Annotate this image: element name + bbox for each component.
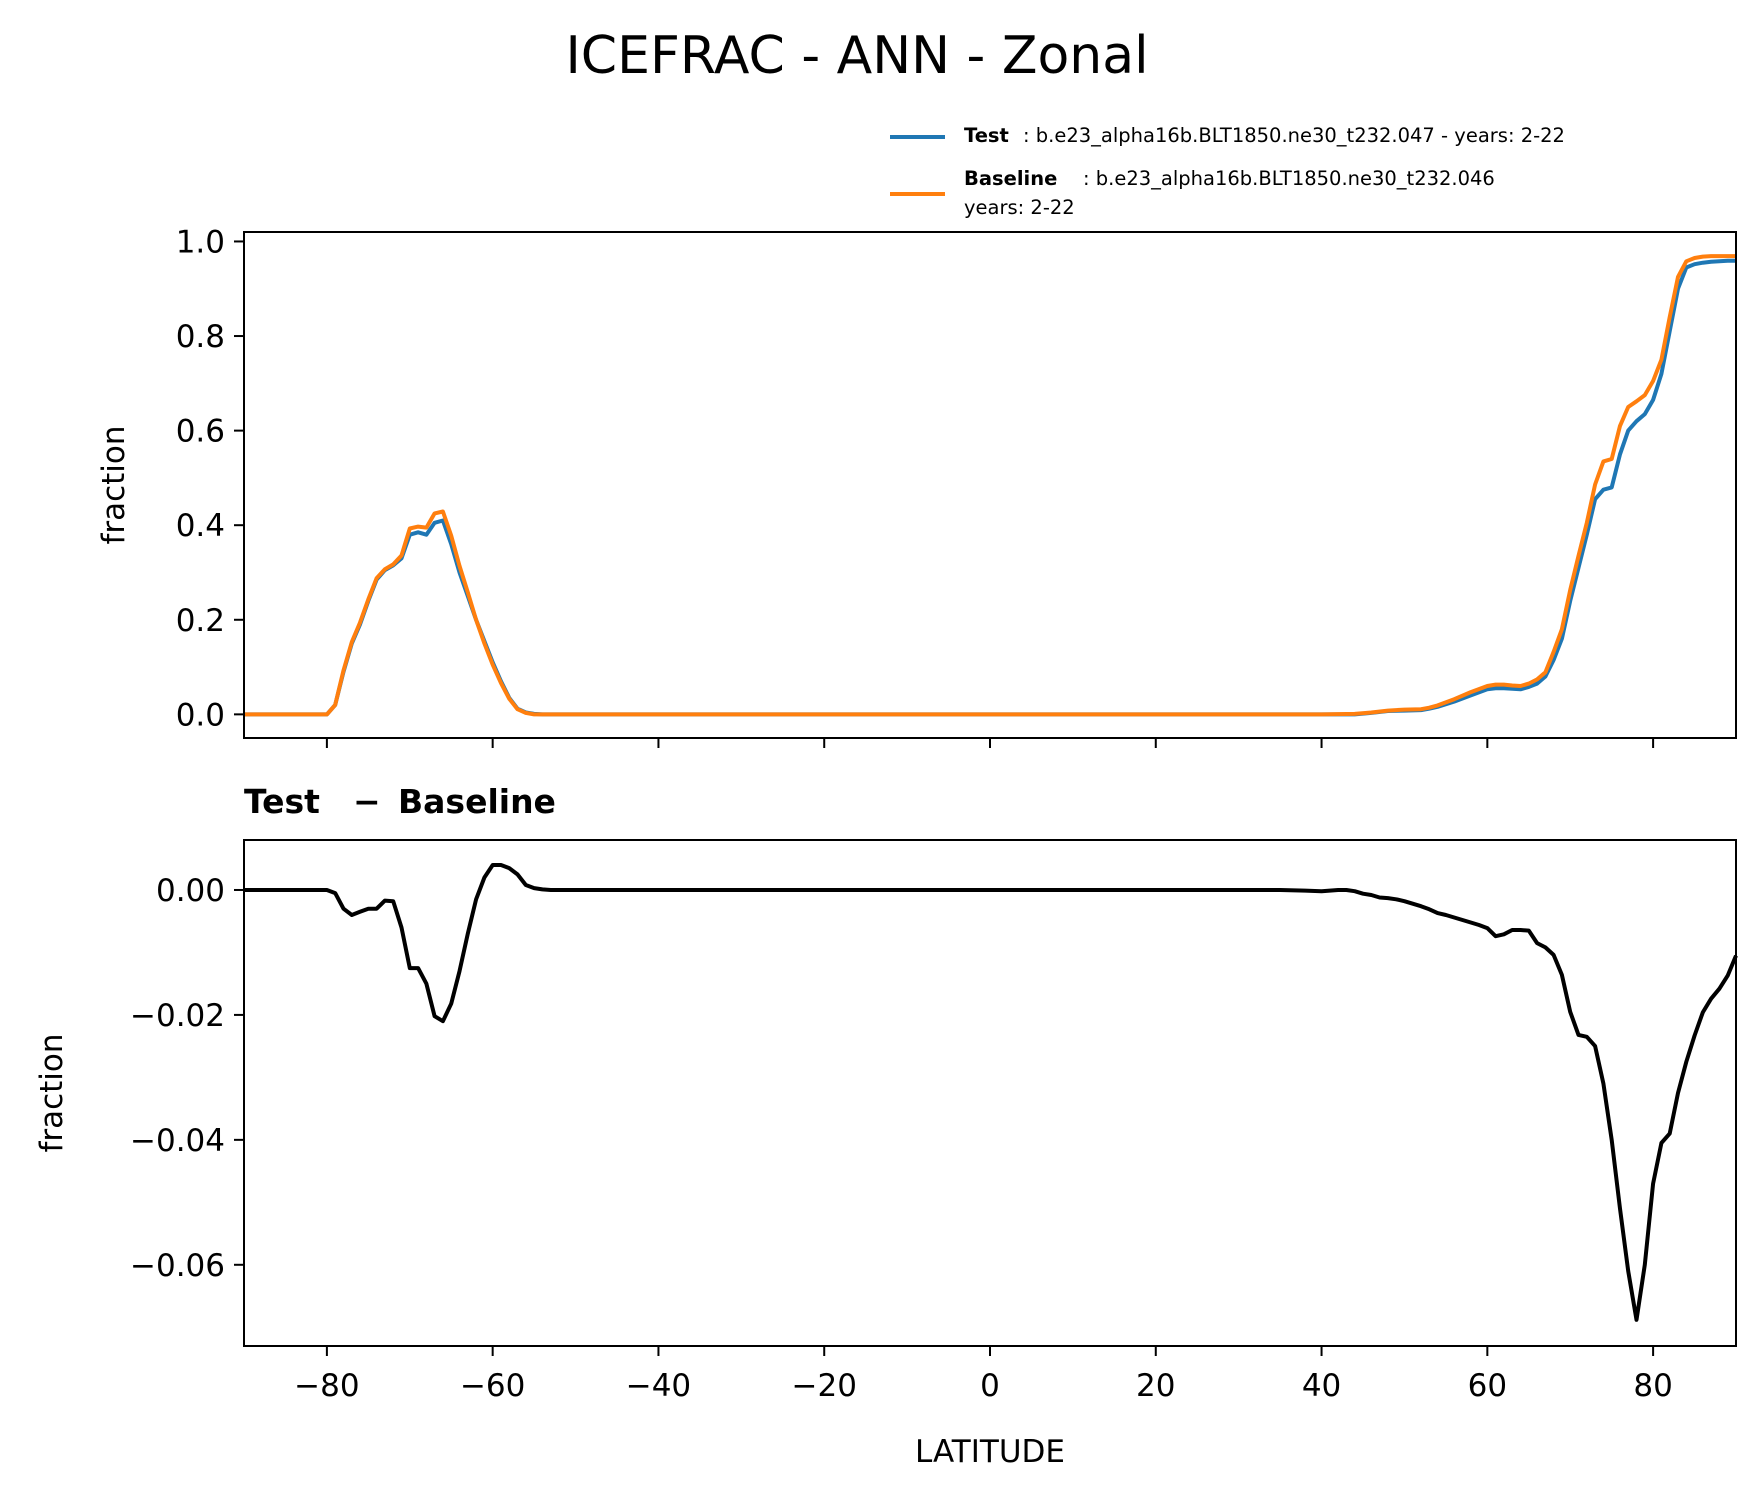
top-ytick-label: 1.0	[176, 224, 225, 260]
legend-baseline-text2: years: 2-22	[964, 196, 1075, 219]
bottom-ytick-label: −0.04	[130, 1123, 225, 1159]
chart-title: ICEFRAC - ANN - Zonal	[565, 26, 1148, 86]
bottom-xtick-label: 0	[980, 1368, 1000, 1404]
bottom-xtick-label: 80	[1633, 1368, 1672, 1404]
legend: Test : b.e23_alpha16b.BLT1850.ne30_t232.…	[890, 124, 1565, 219]
legend-test-text: : b.e23_alpha16b.BLT1850.ne30_t232.047 -…	[1023, 124, 1565, 147]
legend-baseline-text: : b.e23_alpha16b.BLT1850.ne30_t232.046	[1083, 167, 1495, 190]
bottom-lines	[244, 863, 1738, 1322]
top-lines	[244, 254, 1736, 717]
bottom-ytick-label: 0.00	[156, 873, 225, 909]
diff-title-minus: −	[353, 782, 381, 821]
bottom-xtick-label: −60	[460, 1368, 525, 1404]
top-ticks: 0.0 0.2 0.4 0.6 0.8 1.0	[176, 224, 1655, 748]
bottom-ylabel: fraction	[34, 1033, 70, 1152]
bottom-xtick-label: 40	[1302, 1368, 1341, 1404]
top-series-test	[244, 258, 1736, 717]
top-panel-frame	[243, 231, 1737, 739]
top-ytick-label: 0.8	[176, 319, 225, 355]
legend-test-name: Test	[964, 124, 1009, 147]
top-ytick-label: 0.0	[176, 697, 225, 733]
bottom-ticks: −80 −60 −40 −20 0 20 40 60 80 0.00 −0.02 −0.04 −0.06	[130, 873, 1673, 1404]
top-ytick-label: 0.2	[176, 603, 225, 639]
bottom-xtick-label: −20	[792, 1368, 857, 1404]
bottom-series-test-baseline	[244, 863, 1738, 1322]
top-ytick-label: 0.4	[176, 508, 225, 544]
diff-title-part1: Test	[244, 782, 320, 821]
bottom-panel: Test − Baseline −80 −60 −40 −20 0 20 40 60 80 0.0…	[34, 782, 1738, 1470]
bottom-xtick-label: −80	[294, 1368, 359, 1404]
legend-baseline-name: Baseline	[964, 167, 1057, 190]
x-axis-label: LATITUDE	[915, 1434, 1065, 1470]
top-series-baseline	[244, 254, 1736, 717]
bottom-xtick-label: −40	[626, 1368, 691, 1404]
top-ytick-label: 0.6	[176, 414, 225, 450]
diff-title-part2: Baseline	[398, 782, 556, 821]
bottom-ytick-label: −0.06	[130, 1248, 225, 1284]
top-panel: 0.0 0.2 0.4 0.6 0.8 1.0 fraction	[96, 224, 1737, 748]
bottom-panel-frame	[243, 839, 1737, 1347]
top-ylabel: fraction	[96, 425, 132, 544]
bottom-ytick-label: −0.02	[130, 998, 225, 1034]
bottom-xtick-label: 20	[1136, 1368, 1175, 1404]
bottom-xtick-label: 60	[1468, 1368, 1507, 1404]
